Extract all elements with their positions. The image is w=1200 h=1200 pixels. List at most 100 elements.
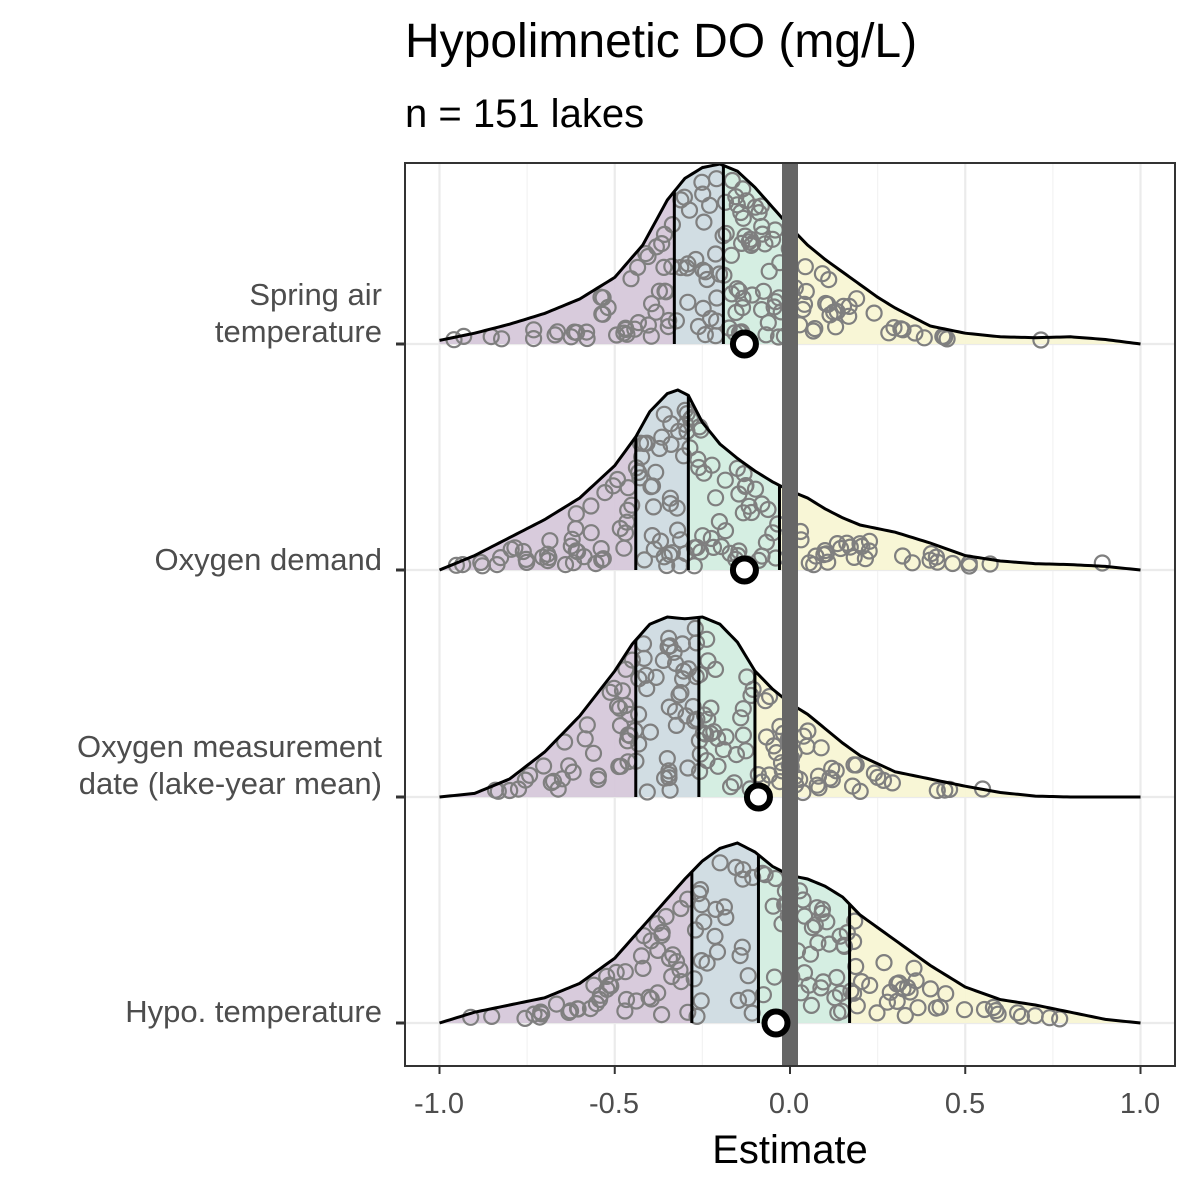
data-point	[840, 307, 858, 325]
data-point	[617, 990, 636, 1009]
data-point	[819, 553, 837, 571]
data-point	[590, 990, 609, 1009]
data-point	[675, 188, 694, 206]
data-point	[754, 282, 773, 300]
chart-subtitle: n = 151 lakes	[405, 92, 645, 136]
data-point	[710, 512, 729, 531]
data-point	[514, 542, 532, 561]
data-point	[725, 774, 743, 792]
data-point	[637, 245, 655, 263]
data-point	[556, 555, 575, 574]
data-point	[981, 555, 999, 573]
data-point	[846, 912, 864, 930]
data-point	[875, 953, 893, 972]
data-point	[757, 533, 776, 552]
data-point	[585, 976, 603, 994]
data-point	[731, 946, 749, 965]
data-point	[732, 234, 751, 252]
data-point	[598, 967, 616, 986]
data-point	[639, 316, 658, 334]
data-point	[653, 926, 671, 944]
data-point	[1093, 554, 1111, 572]
data-point	[800, 976, 818, 994]
data-point	[937, 985, 955, 1003]
data-point	[727, 858, 745, 877]
data-point	[760, 262, 778, 280]
data-point	[587, 994, 606, 1013]
reference-line-zero	[782, 163, 798, 1066]
data-point	[750, 204, 768, 222]
data-point	[841, 538, 859, 556]
data-point	[735, 465, 753, 483]
data-point	[594, 550, 612, 568]
data-point	[802, 996, 821, 1015]
data-point	[584, 744, 603, 762]
data-point	[637, 666, 655, 684]
data-point	[749, 765, 767, 784]
data-point	[672, 899, 690, 918]
data-point	[644, 498, 663, 516]
data-point	[921, 980, 940, 998]
data-point	[808, 776, 826, 794]
data-point	[757, 326, 775, 344]
density-quantile-fill	[788, 225, 1141, 344]
data-point	[955, 1001, 974, 1019]
data-point	[634, 959, 652, 978]
data-point	[564, 554, 583, 572]
data-point	[759, 500, 777, 519]
median-marker	[761, 1008, 791, 1038]
data-point	[721, 544, 739, 563]
data-point	[853, 537, 871, 556]
data-point	[1012, 1007, 1031, 1025]
data-point	[462, 1008, 480, 1026]
data-point	[560, 757, 578, 775]
data-point	[868, 1004, 886, 1022]
y-label-line: date (lake-year mean)	[78, 766, 382, 801]
data-point	[652, 1005, 671, 1024]
data-point	[647, 303, 665, 321]
data-point	[653, 428, 671, 446]
data-point	[728, 280, 746, 298]
density-quantile-fill	[688, 395, 780, 570]
median-marker	[729, 329, 759, 359]
data-point	[534, 757, 553, 775]
data-point	[638, 679, 656, 698]
data-point	[660, 769, 678, 787]
data-point	[717, 224, 735, 243]
data-point	[632, 947, 651, 965]
x-tick-label: 0.5	[944, 1088, 986, 1120]
data-point	[645, 540, 663, 558]
data-point	[896, 1006, 914, 1025]
data-point	[702, 699, 720, 717]
data-point	[608, 470, 627, 489]
data-point	[607, 326, 626, 344]
x-tick-label: -1.0	[414, 1088, 464, 1120]
data-point	[615, 539, 633, 557]
data-point	[806, 320, 824, 338]
data-point	[921, 551, 939, 569]
data-point	[621, 727, 639, 745]
data-point	[892, 320, 910, 338]
data-point	[493, 330, 511, 348]
data-point	[593, 551, 611, 569]
data-point	[733, 299, 752, 317]
data-point	[816, 541, 834, 560]
data-point	[757, 728, 776, 746]
data-point	[524, 330, 543, 348]
data-point	[577, 323, 596, 341]
data-point	[594, 305, 612, 323]
data-point	[686, 619, 704, 638]
data-point	[674, 447, 693, 465]
data-point	[623, 496, 641, 514]
data-point	[657, 907, 675, 926]
data-point	[668, 499, 686, 517]
data-point	[616, 963, 634, 981]
data-point	[820, 935, 838, 953]
y-label-spring-air-temperature: Spring air temperature	[215, 276, 382, 350]
median-marker	[729, 555, 759, 585]
data-point	[742, 503, 761, 522]
data-point	[638, 783, 656, 801]
x-axis-label: Estimate	[712, 1128, 868, 1172]
data-point	[797, 282, 815, 301]
data-point	[806, 916, 824, 934]
